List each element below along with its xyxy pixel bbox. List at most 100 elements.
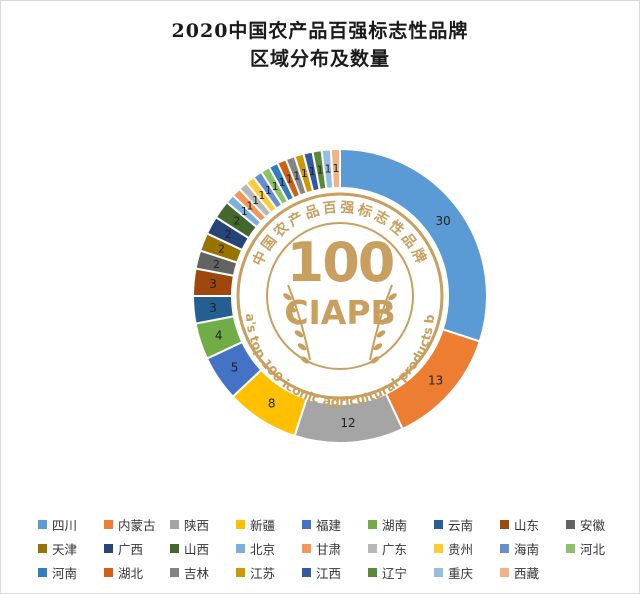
legend-label: 四川 (52, 517, 78, 533)
slice-label-陕西: 12 (340, 416, 355, 430)
legend-swatch (500, 543, 509, 553)
legend-item-河北: 河北 (566, 538, 632, 558)
legend-label: 辽宁 (382, 565, 408, 581)
legend-label: 新疆 (250, 517, 276, 533)
legend-item-河南: 河南 (38, 562, 104, 582)
legend-label: 山西 (184, 541, 210, 557)
legend-label: 广东 (382, 541, 408, 557)
slice-label-辽宁: 1 (317, 164, 324, 177)
legend-swatch (236, 543, 245, 553)
wheat-icon (283, 284, 397, 364)
chart-legend: 四川 内蒙古 陕西 新疆 福建 湖南 云南 山东 安徽天津 广西 山西 北京 甘肃 广东 贵州 海南 河北河南 湖… (38, 514, 628, 582)
legend-item-重庆: 重庆 (434, 562, 500, 582)
legend-label: 山东 (514, 517, 540, 533)
legend-label: 陕西 (184, 517, 210, 533)
legend-label: 河北 (580, 541, 606, 557)
chart-subtitle: 区域分布及数量 (249, 48, 390, 70)
legend-swatch (104, 543, 113, 553)
slice-label-广西: 2 (225, 228, 232, 241)
logo-outer-ring (236, 192, 444, 400)
slice-label-四川: 30 (436, 214, 451, 228)
legend-swatch (434, 567, 443, 577)
legend-item-北京: 北京 (236, 538, 302, 558)
slice-label-吉林: 1 (293, 170, 300, 183)
slice-label-重庆: 1 (325, 163, 332, 176)
legend-label: 北京 (250, 541, 276, 557)
legend-label: 西藏 (514, 565, 540, 581)
legend-item-山西: 山西 (170, 538, 236, 558)
slice-label-河南: 1 (279, 176, 286, 189)
legend-item-云南: 云南 (434, 514, 500, 534)
legend-item-内蒙古: 内蒙古 (104, 514, 170, 534)
slice-label-河北: 1 (272, 180, 279, 193)
legend-label: 广西 (118, 541, 144, 557)
legend-label: 云南 (448, 517, 474, 533)
slice-label-福建: 5 (231, 361, 239, 375)
logo-number: 100 (287, 231, 394, 294)
slice-label-山东: 3 (209, 277, 217, 291)
slice-label-湖南: 4 (215, 328, 223, 342)
legend-swatch (38, 543, 47, 553)
legend-item-福建: 福建 (302, 514, 368, 534)
legend-item-陕西: 陕西 (170, 514, 236, 534)
legend-swatch (38, 519, 47, 529)
legend-swatch (368, 567, 377, 577)
legend-item-西藏: 西藏 (500, 562, 566, 582)
legend-swatch (170, 519, 179, 529)
legend-label: 重庆 (448, 565, 474, 581)
legend-swatch (566, 543, 575, 553)
legend-swatch (434, 519, 443, 529)
legend-item-湖南: 湖南 (368, 514, 434, 534)
legend-label: 甘肃 (316, 541, 342, 557)
legend-label: 湖南 (382, 517, 408, 533)
legend-item-天津: 天津 (38, 538, 104, 558)
legend-swatch (500, 519, 509, 529)
slice-label-天津: 2 (218, 243, 225, 256)
legend-label: 安徽 (580, 517, 606, 533)
slice-label-内蒙古: 13 (428, 373, 443, 387)
slice-label-西藏: 1 (332, 162, 339, 175)
legend-swatch (170, 543, 179, 553)
slice-西藏 (329, 147, 341, 190)
legend-swatch (434, 543, 443, 553)
slice-label-贵州: 1 (258, 189, 265, 202)
legend-label: 海南 (514, 541, 540, 557)
legend-swatch (236, 519, 245, 529)
legend-label: 湖北 (118, 565, 144, 581)
legend-label: 贵州 (448, 541, 474, 557)
slice-label-江苏: 1 (301, 167, 308, 180)
legend-item-四川: 四川 (38, 514, 104, 534)
legend-swatch (104, 519, 113, 529)
legend-label: 河南 (52, 565, 78, 581)
legend-label: 内蒙古 (118, 517, 156, 533)
logo-inner-ring (266, 222, 414, 370)
legend-item-江苏: 江苏 (236, 562, 302, 582)
slice-label-北京: 1 (241, 205, 248, 218)
slice-label-甘肃: 1 (246, 199, 253, 212)
slice-label-江西: 1 (309, 165, 316, 178)
legend-swatch (500, 567, 509, 577)
legend-swatch (302, 567, 311, 577)
legend-swatch (566, 519, 575, 529)
legend-swatch (368, 519, 377, 529)
legend-item-江西: 江西 (302, 562, 368, 582)
legend-item-新疆: 新疆 (236, 514, 302, 534)
legend-label: 天津 (52, 541, 78, 557)
legend-item-辽宁: 辽宁 (368, 562, 434, 582)
legend-item-安徽: 安徽 (566, 514, 632, 534)
chart-title: 2020中国农产品百强标志性品牌 (171, 20, 469, 42)
legend-swatch (236, 567, 245, 577)
legend-label: 福建 (316, 517, 342, 533)
slice-label-湖北: 1 (286, 172, 293, 185)
slice-label-广东: 1 (252, 194, 259, 207)
legend-item-山东: 山东 (500, 514, 566, 534)
slice-label-海南: 1 (265, 184, 272, 197)
legend-swatch (104, 567, 113, 577)
legend-item-湖北: 湖北 (104, 562, 170, 582)
legend-item-贵州: 贵州 (434, 538, 500, 558)
legend-swatch (302, 543, 311, 553)
legend-item-吉林: 吉林 (170, 562, 236, 582)
legend-swatch (170, 567, 179, 577)
